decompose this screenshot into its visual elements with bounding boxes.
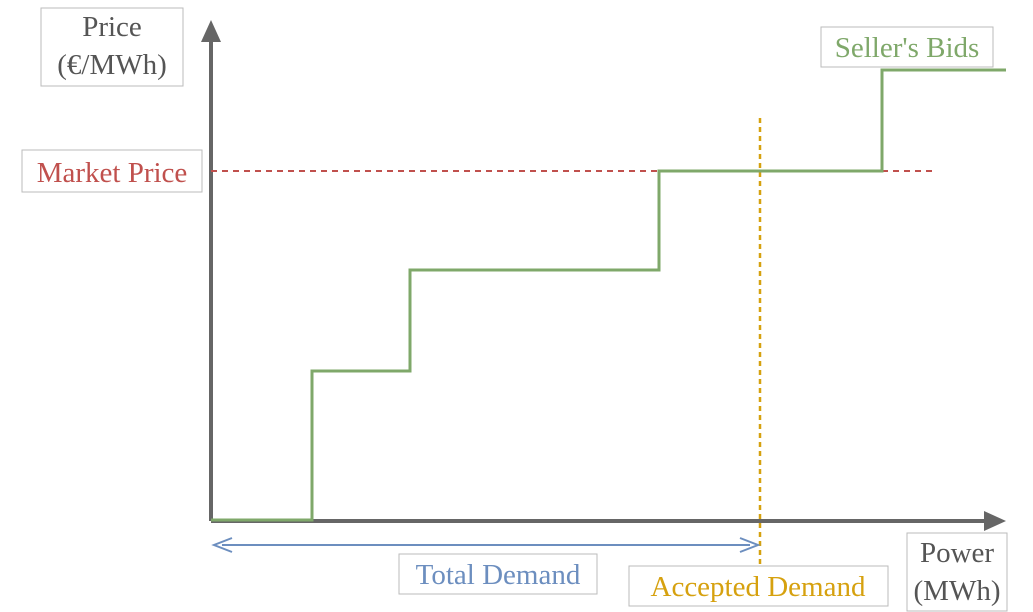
- power-axis-label-line2: (MWh): [914, 575, 1001, 607]
- price-axis-label: Price (€/MWh): [40, 7, 184, 87]
- sellers-bids-label-text: Seller's Bids: [835, 32, 980, 64]
- price-axis-arrowhead: [201, 20, 221, 42]
- total-demand-label: Total Demand: [398, 553, 598, 595]
- accepted-demand-label-text: Accepted Demand: [651, 571, 866, 603]
- power-axis: [211, 511, 1006, 531]
- sellers-bids-label: Seller's Bids: [820, 26, 994, 68]
- market-price-label-text: Market Price: [37, 157, 188, 189]
- power-axis-arrowhead: [984, 511, 1006, 531]
- total-demand-arrow: [211, 537, 761, 553]
- power-axis-label-line1: Power: [920, 537, 994, 569]
- price-axis-label-line1: Price: [82, 11, 142, 43]
- total-demand-label-text: Total Demand: [416, 559, 581, 591]
- accepted-demand-label: Accepted Demand: [628, 565, 889, 607]
- sellers-bids-curve: [211, 68, 1006, 522]
- price-axis-label-line2: (€/MWh): [57, 49, 167, 81]
- price-axis: [201, 20, 221, 521]
- power-axis-label: Power (MWh): [906, 532, 1008, 612]
- market-price-label: Market Price: [21, 149, 203, 193]
